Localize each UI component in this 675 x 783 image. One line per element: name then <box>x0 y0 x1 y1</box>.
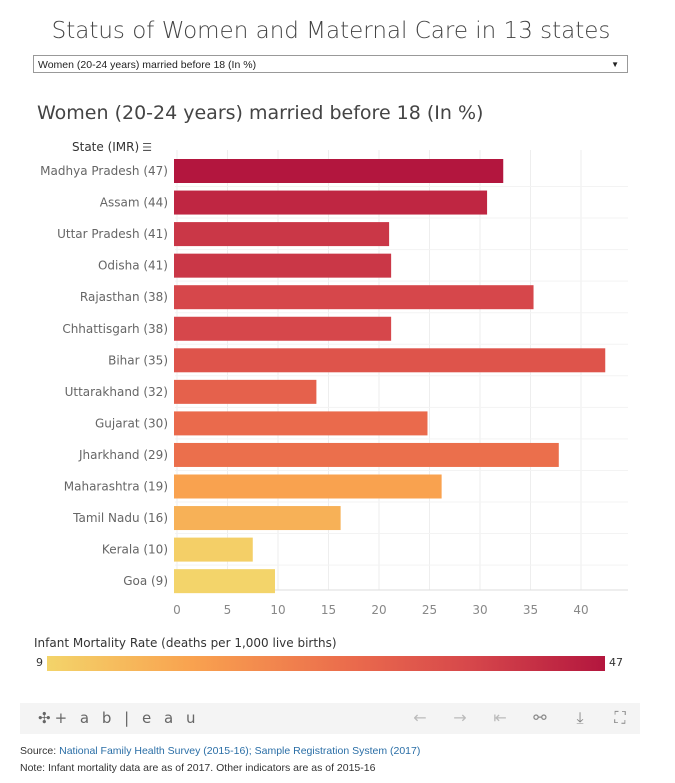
bar[interactable] <box>174 569 275 594</box>
x-tick-label: 15 <box>321 603 336 617</box>
x-tick-label: 20 <box>371 603 386 617</box>
source-line: Source: National Family Health Survey (2… <box>20 745 420 757</box>
bar[interactable] <box>174 253 392 278</box>
category-label: Odisha (41) <box>98 259 168 273</box>
bar[interactable] <box>174 379 317 404</box>
undo-icon[interactable]: ← <box>413 708 427 727</box>
tableau-toolbar: ✣+ a b | e a u ← → ⇤ ⚯ ⤓ ⛶ <box>20 703 640 734</box>
category-label: Maharashtra (19) <box>64 480 168 494</box>
bar[interactable] <box>174 411 428 436</box>
legend-max: 47 <box>609 656 623 669</box>
bar[interactable] <box>174 474 442 499</box>
download-icon[interactable]: ⤓ <box>576 708 584 727</box>
sort-icon[interactable]: ☰ <box>142 141 153 154</box>
share-icon[interactable]: ⚯ <box>533 708 547 727</box>
bar[interactable] <box>174 537 253 562</box>
y-axis-header[interactable]: State (IMR) ☰ <box>72 140 152 154</box>
bar[interactable] <box>174 222 390 247</box>
x-tick-label: 30 <box>472 603 487 617</box>
bar[interactable] <box>174 348 606 373</box>
category-label: Madhya Pradesh (47) <box>40 164 168 178</box>
legend-min: 9 <box>36 656 43 669</box>
bar[interactable] <box>174 190 488 215</box>
category-label: Goa (9) <box>123 574 168 588</box>
x-tick-label: 10 <box>270 603 285 617</box>
category-label: Gujarat (30) <box>95 416 168 430</box>
indicator-dropdown[interactable]: Women (20-24 years) married before 18 (I… <box>33 55 628 73</box>
bar-chart: 0 5 10 15 20 25 30 35 40 Madhya Pradesh (47) Assam… <box>40 150 628 617</box>
category-label: Assam (44) <box>100 196 168 210</box>
x-tick-label: 0 <box>173 603 181 617</box>
tableau-logo-icon: ✣ <box>38 709 55 727</box>
bar[interactable] <box>174 316 392 341</box>
x-tick-label: 35 <box>523 603 538 617</box>
bar[interactable] <box>174 506 341 531</box>
legend-title: Infant Mortality Rate (deaths per 1,000 … <box>34 636 337 650</box>
note-line: Note: Infant mortality data are as of 20… <box>20 762 376 774</box>
category-label: Rajasthan (38) <box>80 290 168 304</box>
bar[interactable] <box>174 442 559 467</box>
dropdown-arrow-icon[interactable]: ▼ <box>611 60 619 69</box>
category-label: Kerala (10) <box>102 543 168 557</box>
category-label: Uttarakhand (32) <box>65 385 168 399</box>
bar[interactable] <box>174 285 534 310</box>
source-label: Source: <box>20 745 60 757</box>
category-label: Uttar Pradesh (41) <box>57 227 168 241</box>
dropdown-value: Women (20-24 years) married before 18 (I… <box>38 59 257 71</box>
redo-icon[interactable]: → <box>453 708 467 727</box>
x-tick-label: 40 <box>573 603 588 617</box>
tableau-logo-text: + a b | e a u <box>54 709 200 727</box>
chart-title: Women (20-24 years) married before 18 (I… <box>37 102 484 124</box>
fullscreen-icon[interactable]: ⛶ <box>614 708 626 727</box>
source-link[interactable]: National Family Health Survey (2015-16);… <box>59 745 421 757</box>
category-label: Tamil Nadu (16) <box>72 511 168 525</box>
bar[interactable] <box>174 159 504 183</box>
category-label: Chhattisgarh (38) <box>62 322 168 336</box>
dashboard-title: Status of Women and Maternal Care in 13 … <box>51 18 611 44</box>
color-legend-bar <box>47 656 605 671</box>
category-label: Jharkhand (29) <box>78 448 168 462</box>
x-tick-label: 25 <box>422 603 437 617</box>
y-axis-label: State (IMR) <box>72 140 140 154</box>
category-label: Bihar (35) <box>108 353 168 367</box>
x-tick-label: 5 <box>224 603 232 617</box>
revert-icon[interactable]: ⇤ <box>493 708 507 727</box>
tableau-logo[interactable]: ✣+ a b | e a u <box>38 709 199 727</box>
